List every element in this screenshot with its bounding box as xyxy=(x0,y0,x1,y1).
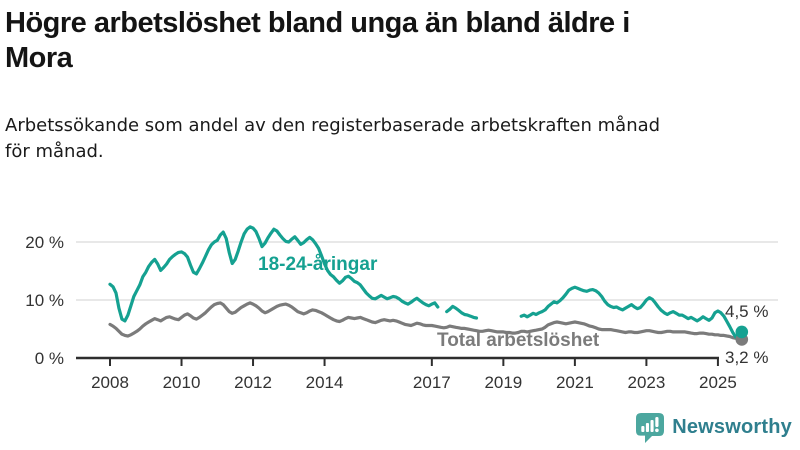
x-axis-label: 2021 xyxy=(556,373,594,392)
series-end-dot-1 xyxy=(735,325,749,339)
series-label-1: 18-24-åringar xyxy=(258,254,378,275)
series-end-label-0: 3,2 % xyxy=(725,348,768,367)
series-line-1 xyxy=(108,225,744,339)
x-axis-label: 2010 xyxy=(163,373,201,392)
x-axis-label: 2017 xyxy=(413,373,451,392)
x-axis-label: 2012 xyxy=(234,373,272,392)
x-axis-label: 2025 xyxy=(699,373,737,392)
newsworthy-icon xyxy=(636,413,665,443)
series-end-label-1: 4,5 % xyxy=(725,302,768,321)
x-axis-label: 2008 xyxy=(91,373,129,392)
exclamation-bar xyxy=(655,417,659,427)
y-axis-label: 20 % xyxy=(25,233,64,252)
series-line-0 xyxy=(108,301,744,341)
exclamation-dot xyxy=(655,428,659,433)
x-axis-label: 2019 xyxy=(484,373,522,392)
end-label-backing xyxy=(719,351,779,367)
y-axis-label: 10 % xyxy=(25,291,64,310)
newsworthy-logo[interactable]: Newsworthy xyxy=(635,412,792,443)
unemployment-line-chart: 0 % 10 % 20 % 2008 2010 2012 2014 2017 2019 2021 2… xyxy=(0,205,800,405)
y-axis-label: 0 % xyxy=(35,349,64,368)
series-label-0: Total arbetslöshet xyxy=(437,330,600,351)
bar-large xyxy=(650,420,654,432)
newsworthy-logo-text: Newsworthy xyxy=(672,416,792,438)
x-axis-label: 2014 xyxy=(306,373,344,392)
x-axis-label: 2023 xyxy=(627,373,665,392)
bar-medium xyxy=(646,423,650,432)
bar-small xyxy=(641,426,645,432)
line-chart-canvas: 0 % 10 % 20 % 2008 2010 2012 2014 2017 2019 2021 2… xyxy=(25,225,779,392)
speech-bubble-shape xyxy=(636,413,665,443)
page-title: Högre arbetslöshet bland unga än bland ä… xyxy=(5,7,630,74)
page-subtitle: Arbetssökande som andel av den registerb… xyxy=(5,115,661,163)
